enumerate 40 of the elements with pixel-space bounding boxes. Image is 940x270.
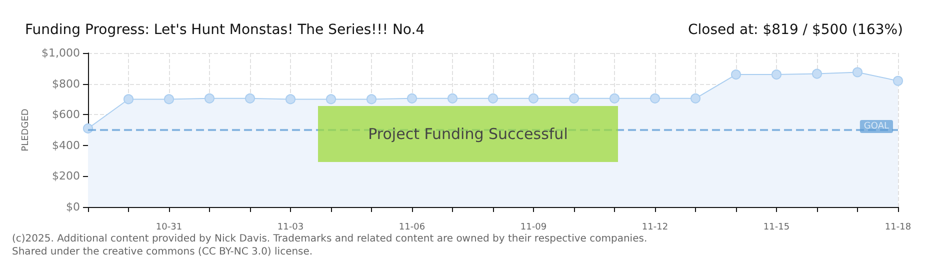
y-tick-label: $200 <box>52 170 80 183</box>
point <box>286 94 296 104</box>
point <box>245 93 255 104</box>
point <box>731 70 741 80</box>
point <box>528 93 538 104</box>
point <box>569 93 579 104</box>
x-tick-label: 11-09 <box>520 222 547 232</box>
point <box>812 68 822 79</box>
point <box>690 93 700 104</box>
x-tick-label: 11-18 <box>884 222 912 232</box>
y-tick-label: $800 <box>52 77 80 90</box>
point <box>124 94 134 104</box>
point <box>164 94 174 104</box>
y-tick-label: $1,000 <box>42 46 80 60</box>
ref-line-label: GOAL <box>864 122 889 132</box>
y-axis-title: PLEDGED <box>21 108 32 152</box>
point <box>366 94 376 104</box>
text: (c)2025. Additional content provided by Nick Davis. Trademarks and related content are owned by their respective companies. <box>12 234 648 244</box>
y-tick-label: $600 <box>52 108 80 122</box>
point <box>852 67 862 78</box>
chart-title: Funding Progress: Let's Hunt Monstas! The Series!!! No.4 <box>25 22 425 38</box>
text: Shared under the creative commons (CC BY-NC 3.0) license. <box>12 246 313 258</box>
point <box>488 93 498 104</box>
y-tick-label: $400 <box>52 138 80 152</box>
point <box>772 70 782 80</box>
success-banner: Project Funding Successful <box>318 106 618 162</box>
x-tick-label: 10-31 <box>156 222 182 232</box>
x-tick-label: 11-06 <box>398 222 426 232</box>
point <box>204 93 214 104</box>
point <box>326 94 336 104</box>
point <box>610 93 620 104</box>
point <box>650 93 660 104</box>
point <box>448 93 458 104</box>
y-tick-label: $0 <box>66 200 80 214</box>
point <box>893 76 903 86</box>
point <box>407 93 417 104</box>
x-tick-label: 11-12 <box>642 222 668 232</box>
chart-subtitle: Closed at: $819 / $500 (163%) <box>688 22 903 38</box>
x-tick-label: 11-03 <box>277 222 304 232</box>
x-tick-label: 11-15 <box>763 222 790 232</box>
